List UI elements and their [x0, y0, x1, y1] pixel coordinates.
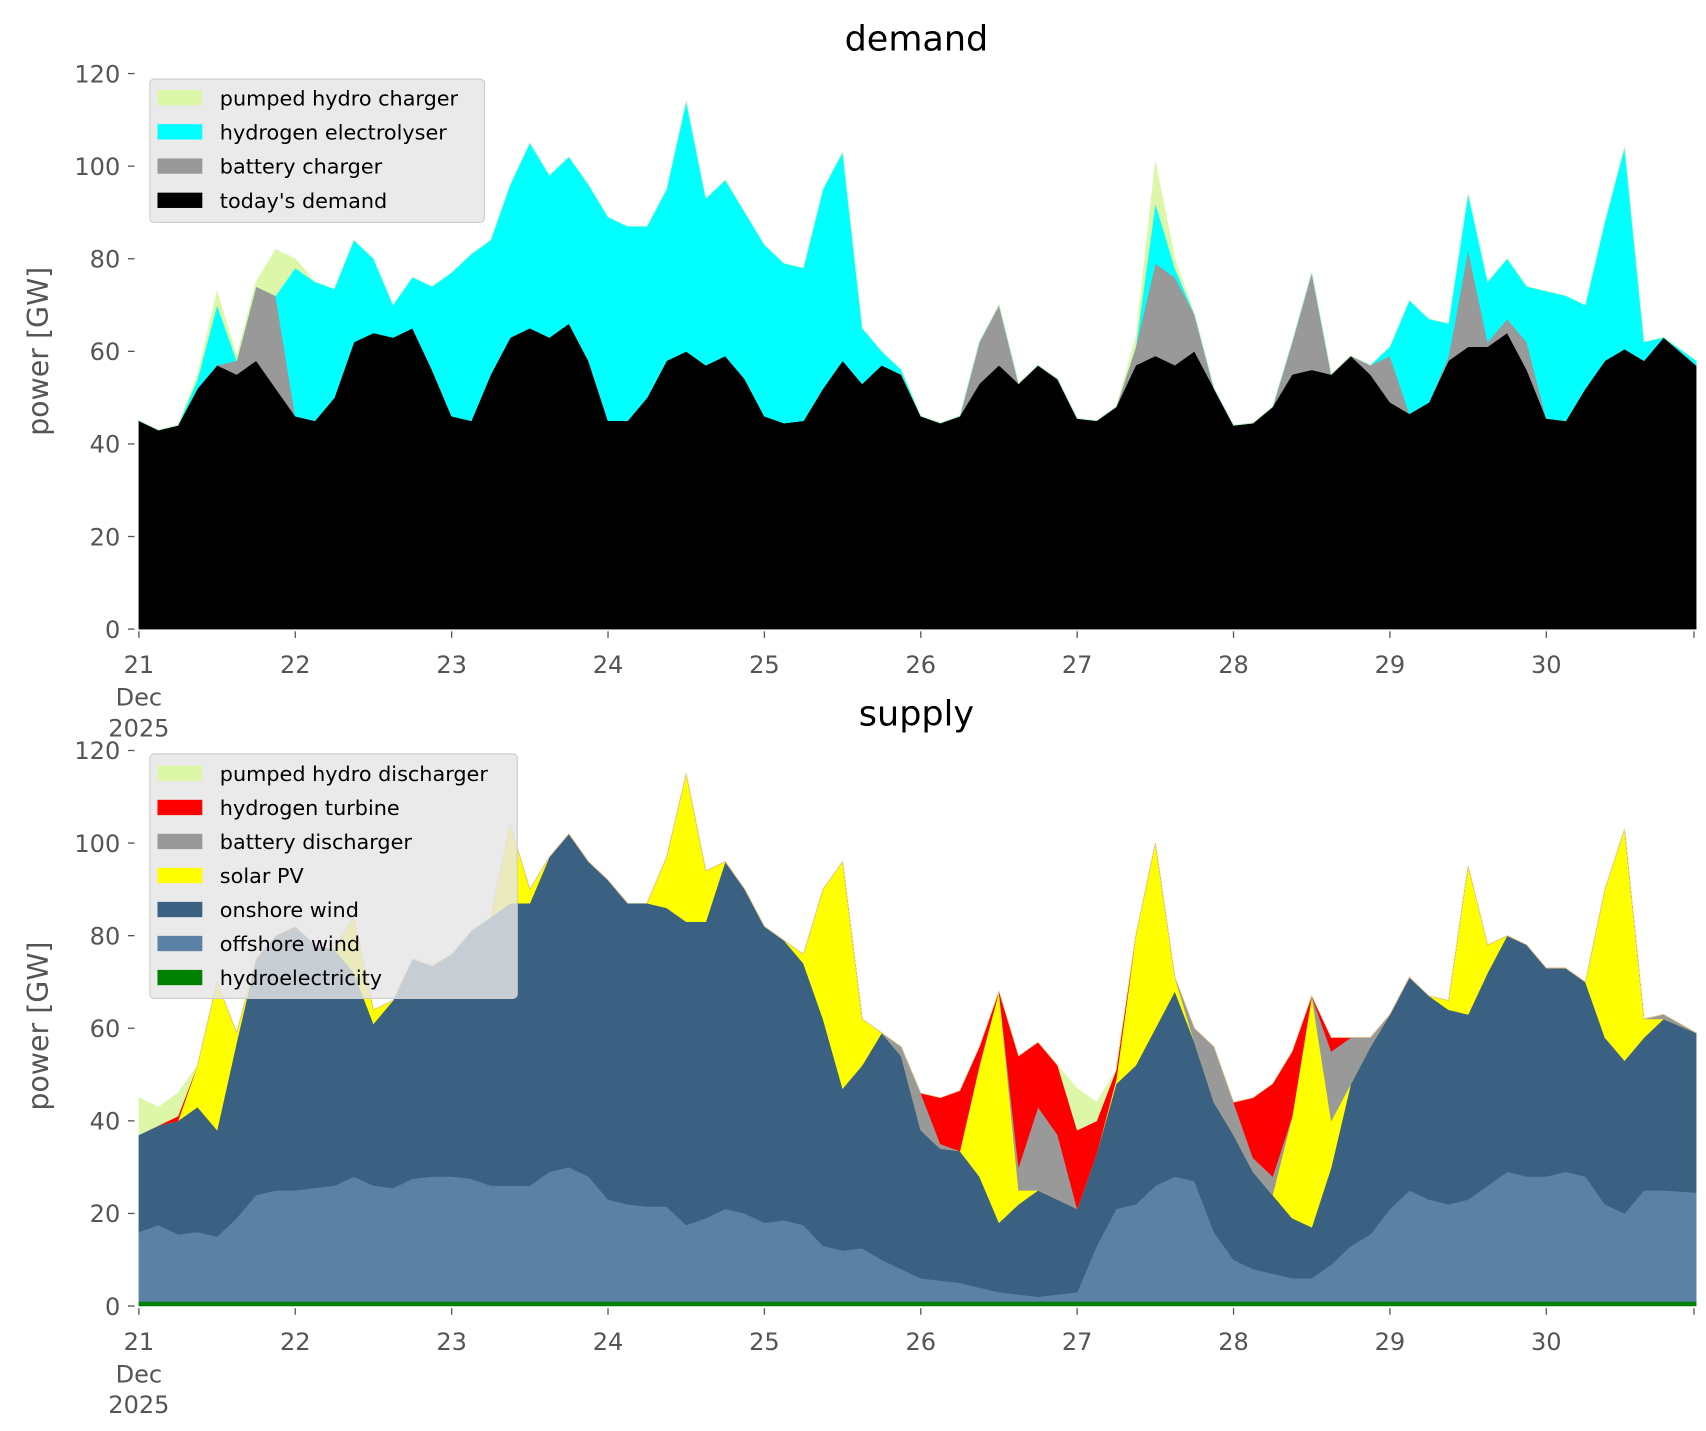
demand-ytick-label: 20 — [90, 523, 121, 551]
demand-xtick-label: 25 — [749, 651, 780, 679]
demand-legend-label: today's demand — [220, 189, 387, 213]
supply-title: supply — [859, 694, 974, 734]
demand-y-axis-label: power [GW] — [22, 267, 55, 436]
demand-xtick-sublabel: 2025 — [108, 714, 169, 742]
demand-legend: pumped hydro charger hydrogen electrolyse… — [149, 78, 486, 224]
demand-xtick-sublabel: Dec — [116, 684, 163, 712]
supply-xtick-label: 29 — [1375, 1328, 1406, 1356]
supply-ytick-label: 0 — [105, 1293, 120, 1321]
supply-legend-swatch — [157, 901, 203, 918]
demand-xtick-label: 21 — [124, 651, 155, 679]
supply-legend-label: solar PV — [220, 864, 305, 888]
demand-xtick-label: 23 — [436, 651, 467, 679]
supply-legend: pumped hydro discharger hydrogen turbine b… — [149, 753, 518, 999]
supply-xtick-label: 24 — [593, 1328, 624, 1356]
supply-xtick-label: 26 — [905, 1328, 936, 1356]
supply-xtick-label: 21 — [124, 1328, 155, 1356]
supply-ytick-label: 80 — [90, 922, 121, 950]
demand-xtick-label: 29 — [1375, 651, 1406, 679]
supply-legend-swatch — [157, 799, 203, 816]
supply-xtick-sublabel: Dec — [116, 1361, 163, 1389]
demand-legend-swatch — [157, 158, 203, 174]
supply-ytick-label: 20 — [90, 1200, 121, 1228]
demand-legend-label: battery charger — [220, 155, 383, 179]
supply-legend-label: battery discharger — [220, 830, 413, 854]
supply-legend-label: pumped hydro discharger — [220, 762, 489, 786]
supply-ytick-label: 100 — [74, 830, 120, 858]
supply-ytick-label: 40 — [90, 1108, 121, 1136]
demand-ytick-label: 120 — [74, 60, 120, 88]
demand-xtick-label: 26 — [905, 651, 936, 679]
supply-xtick-label: 22 — [280, 1328, 311, 1356]
demand-ytick-label: 100 — [74, 153, 120, 181]
demand-legend-label: hydrogen electrolyser — [220, 121, 447, 145]
demand-legend-swatch — [157, 89, 203, 106]
supply-legend-swatch — [157, 867, 203, 884]
supply-legend-swatch — [157, 969, 203, 986]
demand-ytick-label: 80 — [90, 245, 121, 273]
demand-ytick-label: 40 — [90, 431, 121, 459]
supply-area-hydroelectricity — [138, 1301, 1697, 1307]
supply-y-axis-label: power [GW] — [22, 941, 55, 1110]
demand-area-pumped-hydro-charger — [138, 101, 1697, 431]
supply-legend-swatch — [157, 833, 203, 850]
demand-legend-swatch — [157, 124, 203, 140]
supply-xtick-label: 28 — [1218, 1328, 1249, 1356]
demand-xtick-label: 28 — [1218, 651, 1249, 679]
supply-area-pumped-hydro-discharger — [138, 773, 1697, 1136]
demand-ytick-label: 0 — [105, 616, 120, 644]
supply-legend-swatch — [157, 765, 203, 782]
supply-legend-swatch — [157, 935, 203, 952]
demand-areas — [138, 101, 1697, 630]
demand-legend-label: pumped hydro charger — [220, 86, 459, 110]
demand-title: demand — [845, 20, 989, 60]
supply-chart: supply power [GW] 0 20 40 60 80 100 120 21 22 23 2… — [22, 694, 1697, 1419]
demand-xtick-label: 24 — [593, 651, 624, 679]
supply-legend-label: offshore wind — [220, 932, 360, 956]
supply-xtick-label: 25 — [749, 1328, 780, 1356]
demand-xtick-label: 22 — [280, 651, 311, 679]
supply-legend-label: onshore wind — [220, 898, 359, 922]
supply-xtick-label: 23 — [436, 1328, 467, 1356]
demand-xtick-label: 27 — [1062, 651, 1093, 679]
supply-legend-box — [149, 753, 518, 999]
supply-ytick-label: 60 — [90, 1015, 121, 1043]
supply-ytick-label: 120 — [74, 737, 120, 765]
demand-ytick-label: 60 — [90, 338, 121, 366]
supply-xtick-sublabel: 2025 — [108, 1391, 169, 1419]
supply-legend-label: hydroelectricity — [220, 966, 382, 990]
supply-legend-label: hydrogen turbine — [220, 796, 400, 820]
demand-legend-box — [149, 78, 486, 224]
demand-chart: demand power [GW] 0 20 40 60 80 100 120 21 22 23 2… — [22, 20, 1697, 742]
demand-legend-swatch — [157, 192, 203, 208]
supply-areas — [138, 773, 1697, 1307]
demand-xtick-label: 30 — [1531, 651, 1562, 679]
demand-area-today-s-demand — [138, 323, 1697, 630]
supply-xtick-label: 27 — [1062, 1328, 1093, 1356]
supply-xtick-label: 30 — [1531, 1328, 1562, 1356]
